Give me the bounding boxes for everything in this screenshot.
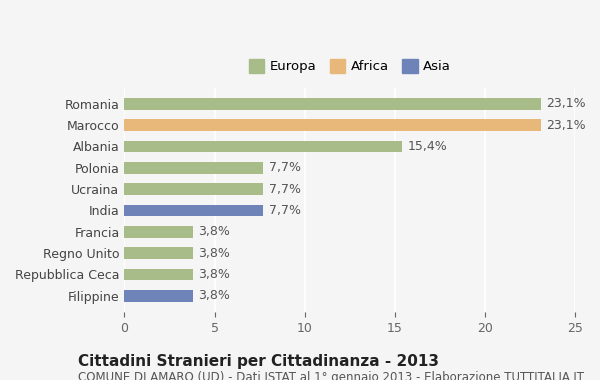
Bar [124, 141, 402, 152]
Text: 7,7%: 7,7% [269, 161, 301, 174]
Bar [124, 98, 541, 109]
Bar [124, 290, 193, 302]
Text: 3,8%: 3,8% [198, 225, 230, 238]
Bar [124, 204, 263, 216]
Text: 7,7%: 7,7% [269, 183, 301, 196]
Bar [124, 226, 193, 238]
Bar [124, 247, 193, 259]
Text: 23,1%: 23,1% [546, 119, 586, 131]
Text: 15,4%: 15,4% [407, 140, 447, 153]
Text: Cittadini Stranieri per Cittadinanza - 2013: Cittadini Stranieri per Cittadinanza - 2… [78, 354, 439, 369]
Text: 3,8%: 3,8% [198, 247, 230, 260]
Bar [124, 183, 263, 195]
Bar [124, 269, 193, 280]
Text: COMUNE DI AMARO (UD) - Dati ISTAT al 1° gennaio 2013 - Elaborazione TUTTITALIA.I: COMUNE DI AMARO (UD) - Dati ISTAT al 1° … [78, 371, 584, 380]
Text: 23,1%: 23,1% [546, 97, 586, 110]
Text: 3,8%: 3,8% [198, 268, 230, 281]
Bar [124, 119, 541, 131]
Bar [124, 162, 263, 174]
Text: 7,7%: 7,7% [269, 204, 301, 217]
Legend: Europa, Africa, Asia: Europa, Africa, Asia [243, 54, 456, 79]
Text: 3,8%: 3,8% [198, 289, 230, 302]
